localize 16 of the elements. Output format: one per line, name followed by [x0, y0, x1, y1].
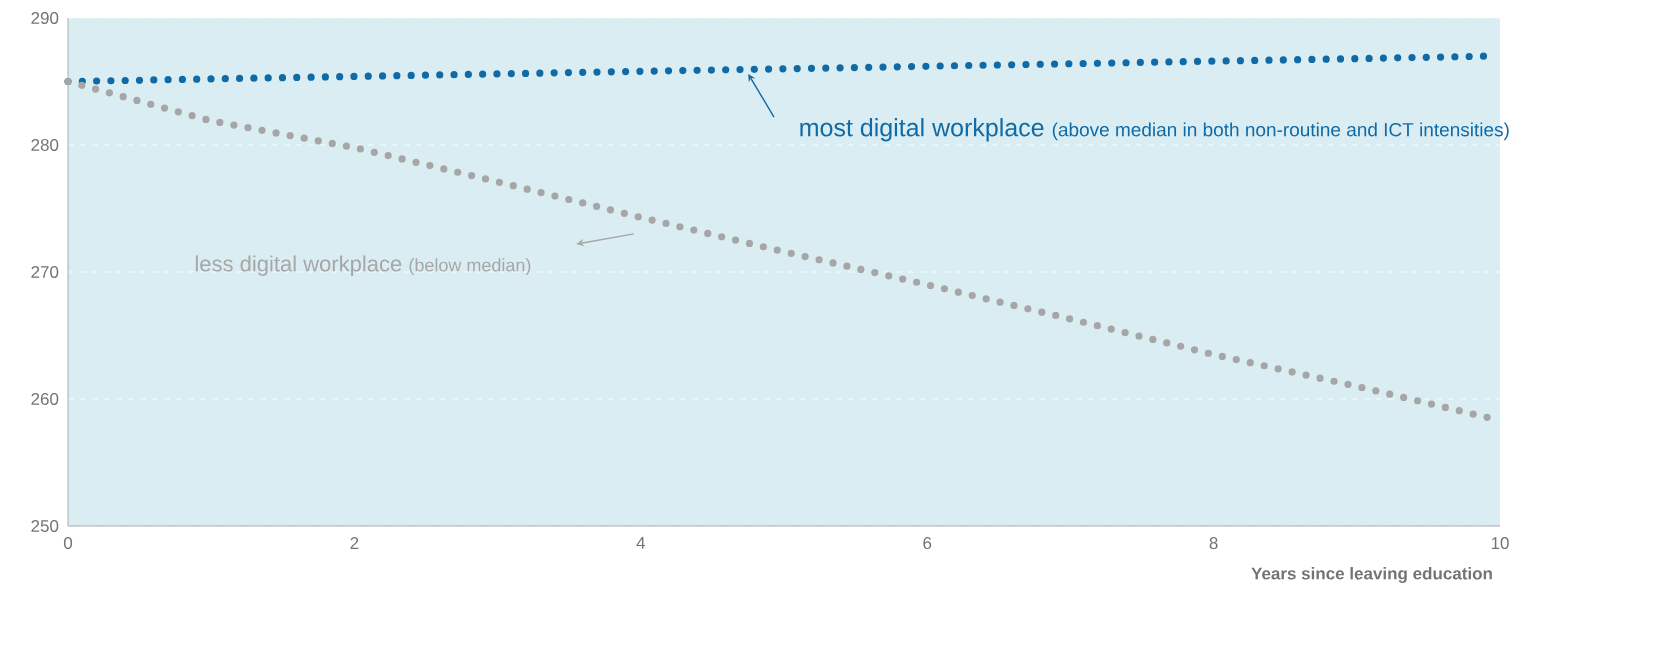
series-label: most digital workplace — [800, 118, 1044, 142]
y-tick-label: 290 — [31, 11, 59, 24]
x-tick-label: 10 — [1491, 537, 1509, 550]
annotation: (below median) — [409, 258, 531, 276]
x-tick-label: 0 — [63, 537, 73, 550]
y-tick-label: 280 — [31, 138, 59, 151]
x-tick-label: 8 — [1209, 537, 1218, 550]
x-tick-label: 2 — [350, 537, 359, 549]
annotation: (above median in both non-routine and ICT intensities) — [1052, 122, 1509, 141]
y-tick-label: 260 — [31, 392, 59, 405]
y-tick-label: 270 — [31, 265, 59, 278]
y-tick-label: 250 — [31, 519, 59, 532]
x-tick-label: 4 — [636, 537, 646, 549]
x-axis-title: Years since leaving education — [1251, 567, 1492, 583]
text: less digital workplace — [195, 255, 402, 276]
x-tick-label: 6 — [923, 537, 932, 550]
